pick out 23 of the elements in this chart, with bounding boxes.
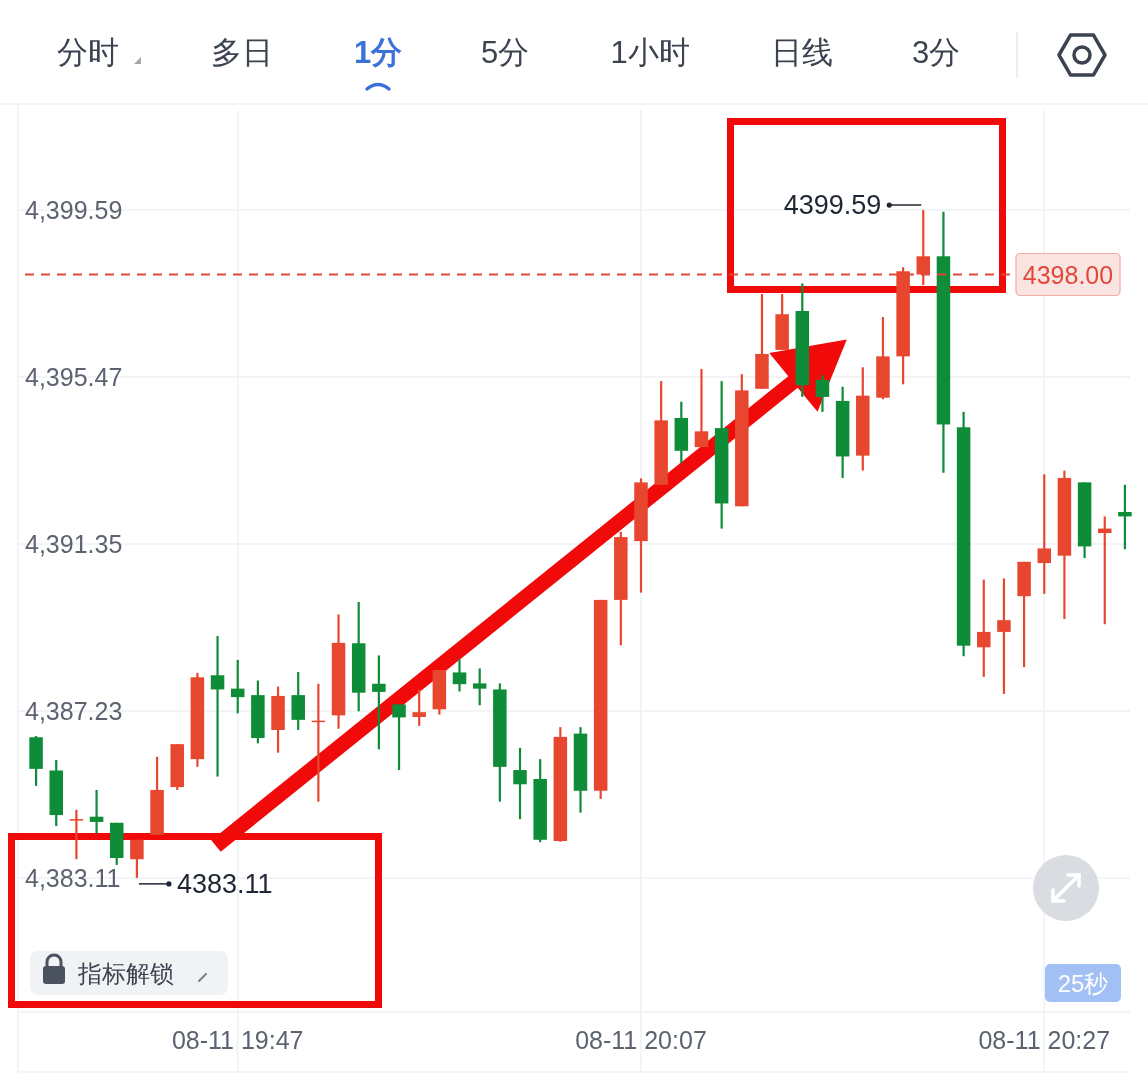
annotation: 4399.59 [783,190,882,221]
text: 1小时 [610,35,690,70]
text: 5分 [480,35,530,70]
y-tick-label: 4,395.47 [25,363,123,392]
text: 1分 [353,35,403,70]
button-indicator-unlock: 指标解锁 [30,951,228,995]
x-tick-label: 08-11 19:47 [171,1026,304,1054]
x-tick-label: 08-11 20:07 [575,1026,707,1054]
ref-line: 4398.00 [24,252,1121,297]
text: 3分 [911,35,961,70]
annotation: 4383.11 [176,868,273,899]
text: 日线 [771,35,833,70]
ref-line-label: 4398.00 [1022,260,1114,289]
y-tick-label: 4,383.11 [25,863,121,892]
text: 分时 [57,35,119,70]
y-tick-label: 4,399.59 [25,196,123,225]
y-tick-label: 4,387.23 [25,696,123,725]
annotation: 指标解锁 [77,960,174,987]
text: 多日 [211,35,273,70]
badge-countdown: 25秒 [1045,964,1121,1002]
annotation: 25秒 [1057,970,1109,997]
y-tick-label: 4,391.35 [25,529,123,558]
x-tick-label: 08-11 20:27 [978,1026,1111,1054]
